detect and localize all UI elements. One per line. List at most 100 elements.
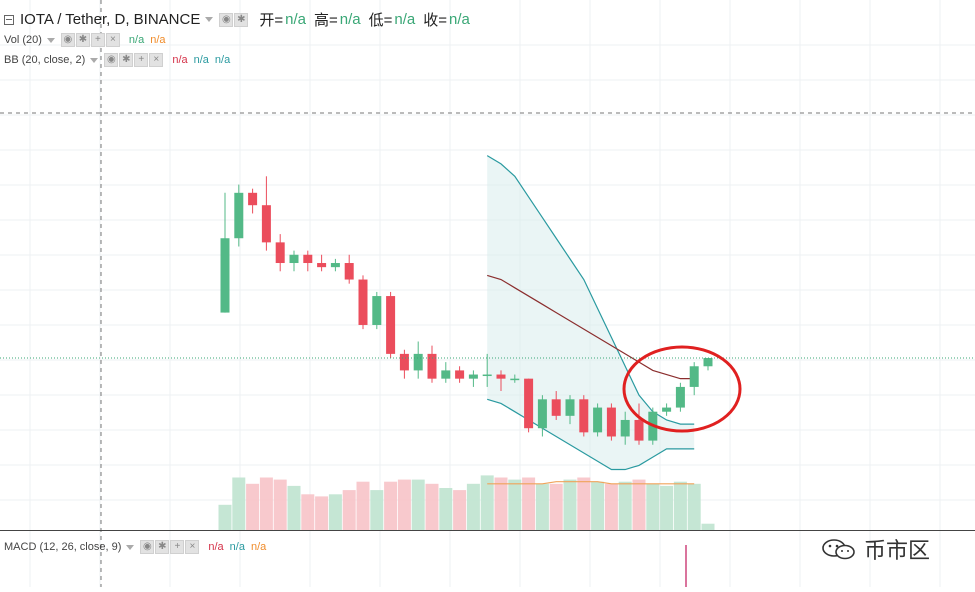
candle-body <box>620 419 630 437</box>
candle-body <box>220 238 230 313</box>
high-value: n/a <box>339 11 361 28</box>
eye-icon[interactable]: ◉ <box>140 540 155 554</box>
candle-body <box>330 263 340 268</box>
plus-icon[interactable]: + <box>170 540 185 554</box>
volume-bar <box>591 481 605 530</box>
macd-hist-value: n/a <box>250 541 267 553</box>
chevron-down-icon[interactable] <box>90 57 99 63</box>
volume-bar <box>646 483 660 530</box>
volume-bar <box>549 483 563 530</box>
volume-ma-line <box>487 481 695 485</box>
chevron-down-icon[interactable] <box>205 17 214 22</box>
candle-body <box>358 279 368 325</box>
volume-bar <box>618 481 632 530</box>
candle-body <box>303 254 313 264</box>
vol-ma-value: n/a <box>150 34 166 46</box>
candle-body <box>427 353 437 379</box>
candle-body <box>537 399 547 429</box>
volume-bar <box>273 479 287 530</box>
candle-body <box>386 296 396 354</box>
eye-icon[interactable]: ◉ <box>60 33 75 47</box>
candle-body <box>675 386 685 408</box>
candle-body <box>606 407 616 437</box>
gear-icon[interactable]: ✱ <box>234 12 249 27</box>
gear-icon[interactable]: ✱ <box>75 33 90 47</box>
gear-icon[interactable]: ✱ <box>119 53 134 67</box>
candle-body <box>703 358 713 367</box>
bb-upper-value: n/a <box>193 54 209 66</box>
chevron-down-icon[interactable] <box>46 37 55 43</box>
volume-bar <box>342 490 356 530</box>
symbol-legend: IOTA / Tether, D, BINANCE ◉ ✱ 开= n/a 高= n/… <box>4 9 474 30</box>
gear-icon[interactable]: ✱ <box>155 540 170 554</box>
volume-bar <box>425 483 439 530</box>
bb-upper-line <box>486 155 695 425</box>
volume-bar <box>522 477 536 530</box>
candle-body <box>662 407 672 412</box>
close-icon[interactable]: × <box>105 33 120 47</box>
volume-bar <box>660 485 674 530</box>
bb-basis-line <box>487 274 695 380</box>
symbol-title: IOTA / Tether, D, BINANCE <box>20 11 201 28</box>
candle-body <box>524 378 534 429</box>
bb-buttons: ◉ ✱ + × <box>104 53 164 67</box>
watermark: 币市区 <box>820 533 930 565</box>
candle-body <box>344 263 354 280</box>
close-icon[interactable]: × <box>185 540 200 554</box>
volume-bar <box>259 477 273 530</box>
eye-icon[interactable]: ◉ <box>219 12 234 27</box>
candle-body <box>372 296 382 325</box>
bb-lower-line <box>487 398 695 471</box>
candle-body <box>317 263 327 268</box>
candle-body <box>634 419 644 441</box>
candle-body <box>399 353 409 371</box>
volume-bar <box>356 481 370 530</box>
watermark-text: 币市区 <box>864 538 931 563</box>
candle-body <box>234 192 244 239</box>
candle-body <box>455 370 465 379</box>
volume-bar <box>577 477 591 530</box>
plus-icon[interactable]: + <box>90 33 105 47</box>
eye-icon[interactable]: ◉ <box>104 53 119 67</box>
macd-buttons: ◉ ✱ + × <box>140 540 200 554</box>
candle-body <box>593 407 603 433</box>
volume-bar <box>232 477 246 530</box>
volume-bar <box>604 483 618 530</box>
candle-body <box>275 242 285 264</box>
low-value: n/a <box>394 11 416 28</box>
close-value: n/a <box>448 11 470 28</box>
macd-signal-value: n/a <box>229 541 245 553</box>
candle-body <box>289 254 299 264</box>
volume-bar <box>218 504 232 530</box>
volume-bar <box>701 523 715 530</box>
highlight-circle <box>622 345 742 433</box>
volume-bar <box>370 490 384 530</box>
vol-value: n/a <box>128 34 145 46</box>
vol-buttons: ◉ ✱ + × <box>60 33 121 47</box>
volume-bar <box>315 496 329 530</box>
open-label: 开= <box>259 12 284 29</box>
volume-bar <box>535 483 549 530</box>
plus-icon[interactable]: + <box>134 53 149 67</box>
bb-label: BB (20, close, 2) <box>4 54 86 66</box>
collapse-icon[interactable] <box>4 14 14 25</box>
volume-bar <box>632 479 646 530</box>
vol-label: Vol (20) <box>4 34 42 46</box>
candle-body <box>261 205 271 243</box>
macd-label: MACD (12, 26, close, 9) <box>4 541 122 553</box>
candle-body <box>468 374 478 379</box>
pane-divider[interactable] <box>0 530 975 531</box>
volume-bar <box>466 483 480 530</box>
chevron-down-icon[interactable] <box>126 544 135 550</box>
volume-bar <box>687 483 701 530</box>
volume-bar <box>508 479 522 530</box>
volume-bar <box>397 479 411 530</box>
bb-basis-value: n/a <box>172 54 188 66</box>
high-label: 高= <box>313 12 338 29</box>
candle-body <box>565 399 575 416</box>
legend-buttons: ◉ ✱ <box>219 12 249 27</box>
open-value: n/a <box>285 11 306 28</box>
close-icon[interactable]: × <box>149 53 164 67</box>
